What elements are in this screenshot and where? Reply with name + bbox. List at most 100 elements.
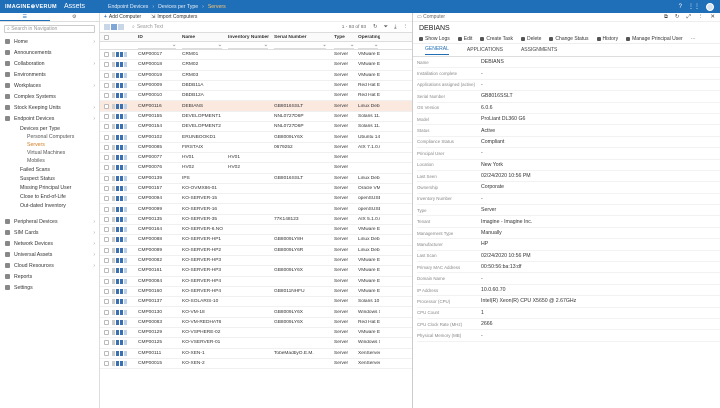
chevron-right-icon[interactable]: ›: [93, 251, 95, 258]
tab-applications[interactable]: APPLICATIONS: [466, 47, 503, 53]
sidebar-item-sim-cards[interactable]: SIM Cards ›: [0, 227, 99, 238]
table-row[interactable]: CMP00089 KO-SERVER-HP2 GB8009LY6R Server Lin…: [100, 246, 412, 256]
delete-button[interactable]: Delete: [520, 36, 541, 42]
filter-os-input[interactable]: ⏷: [356, 43, 380, 49]
create-task-button[interactable]: Create Task: [480, 36, 513, 42]
apps-grid-icon[interactable]: ⋮⋮: [688, 4, 700, 10]
row-checkbox[interactable]: [103, 319, 109, 325]
show-logs-button[interactable]: Show Logs: [419, 36, 450, 42]
row-checkbox[interactable]: [103, 144, 109, 150]
column-header-id[interactable]: ID: [138, 34, 143, 40]
filter-icon[interactable]: ⏷: [383, 23, 389, 30]
row-checkbox[interactable]: [103, 216, 109, 222]
table-row[interactable]: CMP00135 KO-SERVER-35 77K148123 Server AIX 5…: [100, 215, 412, 226]
table-row[interactable]: CMP00018 CRM02 Server VMware ESX: [100, 60, 412, 71]
filter-id-input[interactable]: ⏷: [136, 43, 180, 49]
table-row[interactable]: CMP00125 KO-VSERVER-01 Server Windows Se: [100, 338, 412, 349]
refresh-icon[interactable]: ↻: [373, 23, 378, 30]
row-checkbox[interactable]: [103, 52, 109, 58]
sidebar-item-universal-assets[interactable]: Universal Assets ›: [0, 249, 99, 260]
table-row[interactable]: CMP00009 DBDB11A Server Red Hat Ente: [100, 81, 412, 92]
table-row[interactable]: CMP00077 HV01 HV01 Server: [100, 153, 412, 164]
more-icon[interactable]: ⋮: [697, 13, 704, 20]
table-row[interactable]: CMP00139 IPS GB8016SSLT Server Linux Debian: [100, 174, 412, 184]
row-checkbox[interactable]: [103, 113, 109, 119]
sidebar-search-input[interactable]: ⌕ Search in Navigation: [4, 25, 95, 33]
sidebar-item-failed-scans[interactable]: Failed Scans: [0, 165, 99, 174]
status-chip[interactable]: [104, 24, 110, 30]
table-row[interactable]: CMP00129 KO-VSPHERE-02 Server VMware ESX: [100, 328, 412, 339]
column-header-operating[interactable]: Operating: [358, 34, 380, 40]
checkbox[interactable]: [103, 34, 109, 40]
row-checkbox[interactable]: [103, 268, 109, 274]
sidebar-item-endpoint-devices[interactable]: Endpoint Devices ›: [0, 113, 99, 124]
table-row[interactable]: CMP00094 KO-SERVER-15 Server openSUSE 1: [100, 194, 412, 205]
column-header-type[interactable]: Type: [334, 34, 345, 40]
avatar[interactable]: [706, 2, 714, 11]
sidebar-item-reports[interactable]: Reports: [0, 271, 99, 282]
row-checkbox[interactable]: [103, 330, 109, 336]
table-row[interactable]: CMP00102 ERUNBOOKD1 GB8009LY6X Server Ubuntu…: [100, 132, 412, 143]
row-checkbox[interactable]: [103, 134, 109, 140]
table-row[interactable]: CMP00099 KO-SERVER-16 Server openSUSE 1: [100, 204, 412, 215]
chevron-right-icon[interactable]: ›: [93, 82, 95, 89]
table-row[interactable]: CMP00130 KO-VM-18 GB8009LY6X Server Windows …: [100, 307, 412, 318]
add-computer-button[interactable]: + Add Computer: [104, 14, 141, 20]
chevron-right-icon[interactable]: ›: [93, 262, 95, 269]
chevron-right-icon[interactable]: ›: [93, 38, 95, 45]
column-header-serial-number[interactable]: Serial Number: [274, 34, 307, 40]
sidebar-item-suspect-status[interactable]: Suspect Status: [0, 174, 99, 183]
row-checkbox[interactable]: [103, 288, 109, 294]
row-checkbox[interactable]: [103, 124, 109, 130]
sidebar-item-servers[interactable]: Servers: [0, 141, 99, 149]
chevron-right-icon[interactable]: ›: [93, 115, 95, 122]
sidebar-item-close-to-end-of-life[interactable]: Close to End-of-Life: [0, 192, 99, 201]
manage-principal-user-button[interactable]: Manage Principal User: [626, 36, 683, 42]
table-row[interactable]: CMP00083 KO-VM-REDHAT6 GB8009LY6X Server Red…: [100, 318, 412, 329]
row-checkbox[interactable]: [103, 83, 109, 89]
sidebar-item-settings[interactable]: Settings: [0, 282, 99, 293]
row-checkbox[interactable]: [103, 350, 109, 356]
table-row[interactable]: CMP00164 KO-SERVER-6.NO Server VMware ESX: [100, 225, 412, 236]
table-row[interactable]: CMP00137 KO-SOLARIS-10 Server Solaris 10 1: [100, 297, 412, 308]
sidebar-item-complex-systems[interactable]: Complex Systems: [0, 91, 99, 102]
row-checkbox[interactable]: [103, 155, 109, 161]
select-all-checkbox[interactable]: [100, 34, 110, 40]
sidebar-item-announcements[interactable]: Announcements: [0, 47, 99, 58]
status-chip[interactable]: [111, 24, 117, 30]
row-checkbox[interactable]: [103, 258, 109, 264]
filter-serial-input[interactable]: ⏷: [272, 43, 332, 49]
copy-icon[interactable]: ⧉: [663, 13, 668, 20]
row-checkbox[interactable]: [103, 340, 109, 346]
breadcrumb-endpoint-devices[interactable]: Endpoint Devices: [108, 3, 149, 10]
sidebar-item-mobiles[interactable]: Mobiles: [0, 157, 99, 165]
row-checkbox[interactable]: [103, 227, 109, 233]
table-row[interactable]: CMP00010 DBDB12A Server Red Hat Ente: [100, 91, 412, 102]
sidebar-item-personal-computers[interactable]: Personal Computers: [0, 133, 99, 141]
table-row[interactable]: CMP00017 CRM01 Server VMware ESX: [100, 50, 412, 61]
import-computers-button[interactable]: ⇲ Import Computers: [151, 14, 197, 20]
row-checkbox[interactable]: [103, 196, 109, 202]
table-row[interactable]: CMP00154 DEVELOPMENT2 NNL0727D6P Server Sola…: [100, 122, 412, 133]
table-row[interactable]: CMP00160 KO-SERVER-HP4 GB8011NHFU Server VMw…: [100, 287, 412, 298]
table-row[interactable]: CMP00111 KO-XEN-1 TobeMadbyO.E.M. Server Xen…: [100, 349, 412, 359]
change-status-button[interactable]: Change Status: [549, 36, 589, 42]
table-row[interactable]: CMP00088 KO-SERVER-HP1 GB8009LY8H Server Lin…: [100, 235, 412, 246]
chevron-right-icon[interactable]: ›: [93, 218, 95, 225]
row-checkbox[interactable]: [103, 186, 109, 191]
sidebar-item-network-devices[interactable]: Network Devices ›: [0, 238, 99, 249]
table-row[interactable]: CMP00076 HV02 HV02 Server: [100, 163, 412, 174]
chevron-right-icon[interactable]: ›: [93, 240, 95, 247]
table-row[interactable]: CMP00084 KO-SERVER-HP4 Server VMware ESX: [100, 277, 412, 287]
table-row[interactable]: CMP00157 KO-OVMX86-01 Server Oracle VM S: [100, 184, 412, 195]
sidebar-item-workplaces[interactable]: Workplaces ›: [0, 80, 99, 91]
chevron-right-icon[interactable]: ›: [93, 229, 95, 236]
sidebar-item-environments[interactable]: Environments: [0, 69, 99, 80]
row-checkbox[interactable]: [103, 72, 109, 78]
sidebar-item-home[interactable]: Home ›: [0, 36, 99, 47]
table-row[interactable]: CMP00015 KO-XEN-2 Server XenServer 6: [100, 359, 412, 370]
download-icon[interactable]: ⤓: [394, 23, 397, 30]
table-row[interactable]: CMP00116 DEBIANS GB8016SSLT Server Linux Deb…: [100, 101, 412, 112]
sidebar-item-peripheral-devices[interactable]: Peripheral Devices ›: [0, 216, 99, 227]
sidebar-tab-favorites[interactable]: ⚙: [50, 13, 100, 21]
